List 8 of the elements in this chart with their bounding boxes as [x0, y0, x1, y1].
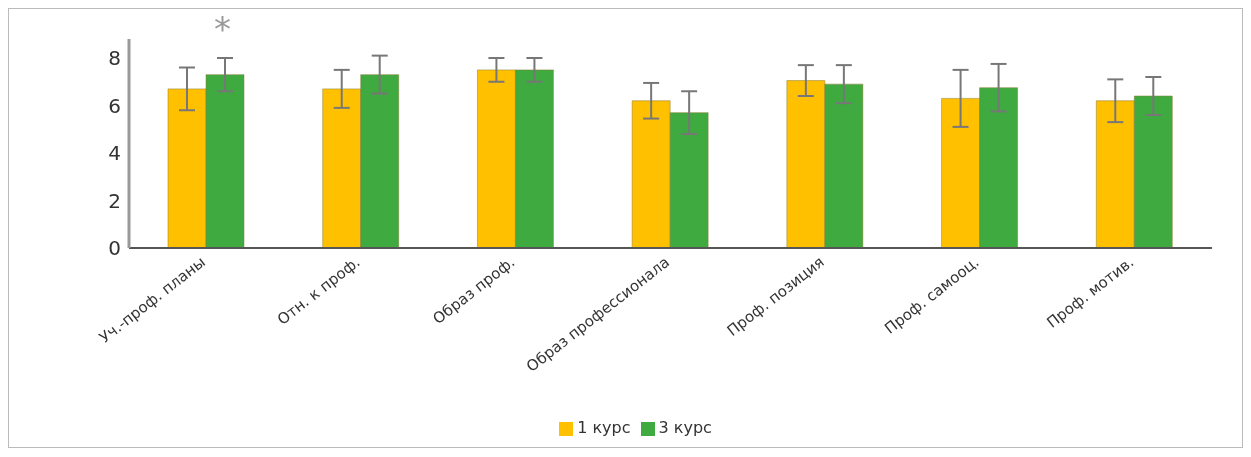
y-tick-label: 6: [108, 93, 121, 118]
y-tick-label: 2: [108, 188, 121, 213]
legend-label: 1 курс: [577, 418, 631, 437]
annotation: *: [214, 9, 231, 49]
y-tick-label: 8: [108, 46, 121, 71]
y-tick-label: 0: [108, 236, 121, 261]
legend-label: 3 курс: [658, 418, 712, 437]
y-tick-label: 4: [108, 141, 121, 166]
